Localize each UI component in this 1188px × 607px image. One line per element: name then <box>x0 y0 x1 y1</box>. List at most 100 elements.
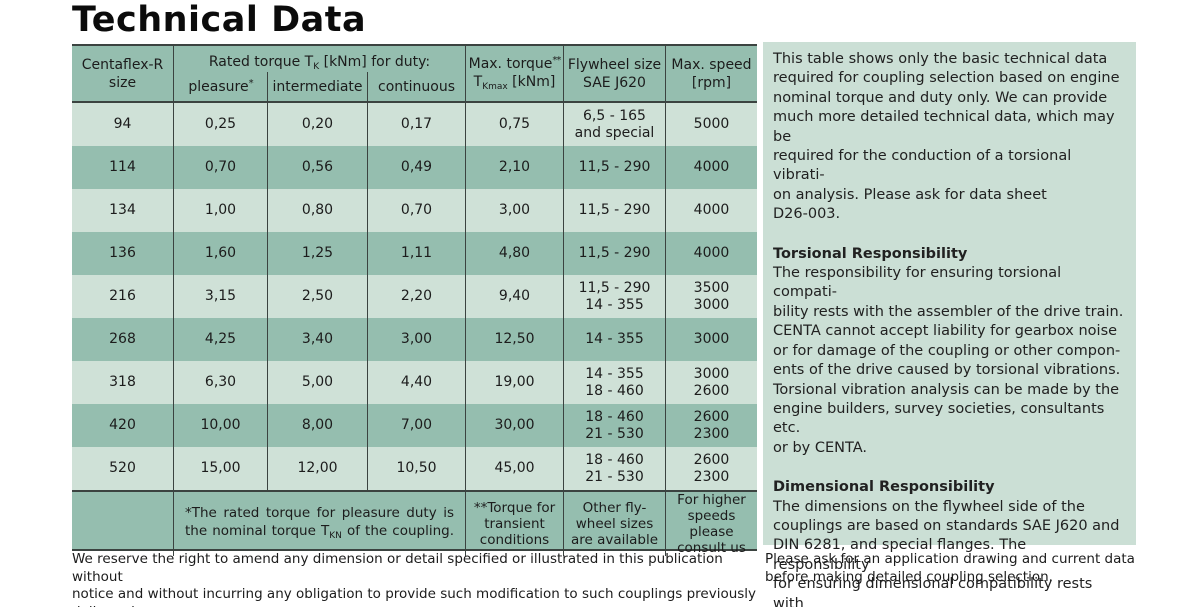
cell-flywheel: 6,5 - 165 and special <box>563 103 665 146</box>
cell-max-torque: 0,75 <box>465 103 563 146</box>
dimensional-responsibility-text: The dimensions on the flywheel side of t… <box>773 498 1120 607</box>
technical-data-table: Centaflex-R size Rated torque TK [kNm] f… <box>72 44 757 556</box>
reservation-note: We reserve the right to amend any dimens… <box>72 551 757 607</box>
table-row-136: 136 1,60 1,25 1,11 4,80 11,5 - 290 4000 <box>72 232 757 275</box>
cell-size: 216 <box>109 288 136 304</box>
cell-max-torque: 9,40 <box>465 275 563 318</box>
cell-speed: 3000 <box>665 318 757 361</box>
footnote-higher-speeds: For higher speeds please consult us <box>665 492 757 556</box>
column-header-size: Centaflex-R size <box>81 56 164 91</box>
page-title: Technical Data <box>72 0 367 40</box>
torsional-responsibility-text: The responsibility for ensuring torsiona… <box>773 265 1124 456</box>
table-row-318: 318 6,30 5,00 4,40 19,00 14 - 355 18 - 4… <box>72 361 757 404</box>
cell-size: 94 <box>113 116 132 132</box>
cell-speed: 4000 <box>665 189 757 232</box>
footnote-pleasure-duty: *The rated torque for pleasure duty is t… <box>173 492 465 556</box>
cell-flywheel: 11,5 - 290 <box>563 232 665 275</box>
cell-size: 114 <box>109 159 136 175</box>
cell-continuous: 0,17 <box>367 103 465 146</box>
side-panel: This table shows only the basic technica… <box>763 42 1136 607</box>
cell-size: 420 <box>109 417 136 433</box>
footnote-empty-cell <box>72 492 173 556</box>
column-header-continuous: continuous <box>367 72 465 101</box>
cell-intermediate: 0,20 <box>267 103 367 146</box>
footnote-transient-torque: **Torque for transient conditions <box>465 492 563 556</box>
cell-flywheel: 18 - 460 21 - 530 <box>563 404 665 447</box>
table-footnotes: *The rated torque for pleasure duty is t… <box>72 490 757 556</box>
table-row-268: 268 4,25 3,40 3,00 12,50 14 - 355 3000 <box>72 318 757 361</box>
cell-pleasure: 6,30 <box>173 361 267 404</box>
cell-size: 318 <box>109 374 136 390</box>
cell-pleasure: 15,00 <box>173 447 267 490</box>
cell-continuous: 3,00 <box>367 318 465 361</box>
application-drawing-note: Please ask for an application drawing an… <box>765 551 1135 585</box>
column-header-max-speed: Max. speed [rpm] <box>665 46 757 101</box>
cell-pleasure: 4,25 <box>173 318 267 361</box>
cell-speed: 4000 <box>665 146 757 189</box>
column-header-flywheel: Flywheel size SAE J620 <box>563 46 665 101</box>
cell-speed: 2600 2300 <box>665 447 757 490</box>
dimensional-responsibility-heading: Dimensional Responsibility <box>773 479 995 496</box>
cell-continuous: 7,00 <box>367 404 465 447</box>
cell-speed: 3000 2600 <box>665 361 757 404</box>
cell-max-torque: 2,10 <box>465 146 563 189</box>
cell-continuous: 0,70 <box>367 189 465 232</box>
cell-max-torque: 30,00 <box>465 404 563 447</box>
cell-continuous: 0,49 <box>367 146 465 189</box>
cell-speed: 3500 3000 <box>665 275 757 318</box>
cell-speed: 5000 <box>665 103 757 146</box>
cell-size: 520 <box>109 460 136 476</box>
rated-torque-text: Rated torque TK [kNm] for duty: <box>208 53 431 72</box>
cell-pleasure: 0,25 <box>173 103 267 146</box>
cell-flywheel: 14 - 355 18 - 460 <box>563 361 665 404</box>
cell-flywheel: 11,5 - 290 <box>563 146 665 189</box>
cell-intermediate: 2,50 <box>267 275 367 318</box>
cell-intermediate: 1,25 <box>267 232 367 275</box>
table-row-520: 520 15,00 12,00 10,50 45,00 18 - 460 21 … <box>72 447 757 490</box>
table-row-216: 216 3,15 2,50 2,20 9,40 11,5 - 290 14 - … <box>72 275 757 318</box>
cell-size: 134 <box>109 202 136 218</box>
table-row-420: 420 10,00 8,00 7,00 30,00 18 - 460 21 - … <box>72 404 757 447</box>
cell-size: 136 <box>109 245 136 261</box>
cell-intermediate: 3,40 <box>267 318 367 361</box>
cell-intermediate: 5,00 <box>267 361 367 404</box>
column-header-rated-torque: Rated torque TK [kNm] for duty: <box>173 46 465 72</box>
cell-intermediate: 0,80 <box>267 189 367 232</box>
cell-pleasure: 10,00 <box>173 404 267 447</box>
cell-continuous: 2,20 <box>367 275 465 318</box>
cell-pleasure: 3,15 <box>173 275 267 318</box>
cell-max-torque: 3,00 <box>465 189 563 232</box>
column-header-intermediate: intermediate <box>267 72 367 101</box>
cell-intermediate: 0,56 <box>267 146 367 189</box>
cell-continuous: 1,11 <box>367 232 465 275</box>
cell-max-torque: 12,50 <box>465 318 563 361</box>
cell-flywheel: 14 - 355 <box>563 318 665 361</box>
cell-speed: 2600 2300 <box>665 404 757 447</box>
cell-intermediate: 8,00 <box>267 404 367 447</box>
table-row-114: 114 0,70 0,56 0,49 2,10 11,5 - 290 4000 <box>72 146 757 189</box>
cell-flywheel: 11,5 - 290 <box>563 189 665 232</box>
cell-flywheel: 11,5 - 290 14 - 355 <box>563 275 665 318</box>
cell-size: 268 <box>109 331 136 347</box>
table-body: 94 0,25 0,20 0,17 0,75 6,5 - 165 and spe… <box>72 103 757 490</box>
column-header-max-torque: Max. torque** TKmax [kNm] <box>465 46 563 101</box>
cell-max-torque: 4,80 <box>465 232 563 275</box>
table-header: Centaflex-R size Rated torque TK [kNm] f… <box>72 46 757 103</box>
cell-pleasure: 0,70 <box>173 146 267 189</box>
cell-max-torque: 45,00 <box>465 447 563 490</box>
table-row-94: 94 0,25 0,20 0,17 0,75 6,5 - 165 and spe… <box>72 103 757 146</box>
torsional-responsibility-heading: Torsional Responsibility <box>773 245 968 262</box>
cell-flywheel: 18 - 460 21 - 530 <box>563 447 665 490</box>
column-header-pleasure: pleasure* <box>173 72 267 101</box>
cell-intermediate: 12,00 <box>267 447 367 490</box>
footnote-other-flywheels: Other fly- wheel sizes are available <box>563 492 665 556</box>
table-row-134: 134 1,00 0,80 0,70 3,00 11,5 - 290 4000 <box>72 189 757 232</box>
cell-continuous: 4,40 <box>367 361 465 404</box>
cell-pleasure: 1,00 <box>173 189 267 232</box>
cell-pleasure: 1,60 <box>173 232 267 275</box>
cell-continuous: 10,50 <box>367 447 465 490</box>
cell-max-torque: 19,00 <box>465 361 563 404</box>
panel-intro-text: This table shows only the basic technica… <box>773 51 1120 223</box>
cell-speed: 4000 <box>665 232 757 275</box>
